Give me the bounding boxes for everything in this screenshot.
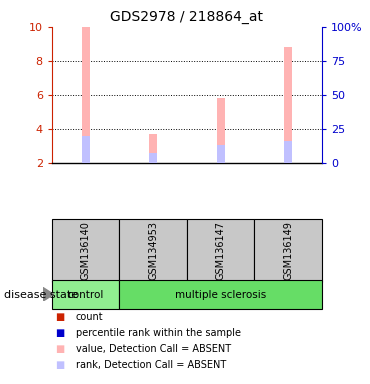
Bar (81, 27, 90, 164)
Bar (284, 46, 292, 164)
Polygon shape (43, 287, 54, 301)
Bar (149, 153, 157, 164)
Text: percentile rank within the sample: percentile rank within the sample (76, 328, 241, 338)
Text: rank, Detection Call = ABSENT: rank, Detection Call = ABSENT (76, 360, 226, 370)
Bar (52, 280, 119, 309)
Bar (255, 219, 322, 282)
Text: multiple sclerosis: multiple sclerosis (175, 290, 266, 300)
Text: ■: ■ (56, 328, 65, 338)
Bar (119, 219, 187, 282)
Text: ■: ■ (56, 312, 65, 322)
Bar (284, 141, 292, 164)
Text: ■: ■ (56, 344, 65, 354)
Text: GSM136147: GSM136147 (216, 221, 226, 280)
Bar (52, 219, 119, 282)
Bar (81, 136, 90, 164)
Bar (216, 98, 225, 164)
Text: ■: ■ (56, 360, 65, 370)
Title: GDS2978 / 218864_at: GDS2978 / 218864_at (110, 10, 263, 25)
Bar (216, 145, 225, 164)
Text: disease state: disease state (4, 290, 78, 300)
Text: GSM134953: GSM134953 (148, 221, 158, 280)
Text: control: control (67, 290, 104, 300)
Bar (149, 134, 157, 164)
Text: value, Detection Call = ABSENT: value, Detection Call = ABSENT (76, 344, 231, 354)
Text: GSM136149: GSM136149 (283, 221, 293, 280)
Text: GSM136140: GSM136140 (81, 221, 91, 280)
Bar (187, 219, 255, 282)
Text: count: count (76, 312, 104, 322)
Bar (119, 280, 322, 309)
